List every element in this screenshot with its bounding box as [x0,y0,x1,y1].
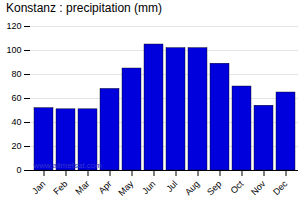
svg-text:Mar: Mar [73,179,91,197]
svg-text:40: 40 [11,117,21,127]
svg-text:Feb: Feb [51,179,69,197]
svg-text:Jun: Jun [140,179,157,196]
svg-text:May: May [116,178,135,197]
svg-text:Dec: Dec [271,178,290,197]
svg-text:Sep: Sep [205,179,223,197]
html-text:Konstanz : precipitation (mm): Konstanz : precipitation (mm) [6,1,163,15]
svg-text:www.allmetsat.com: www.allmetsat.com [33,161,103,170]
svg-text:Apr: Apr [96,179,113,196]
svg-text:Oct: Oct [228,178,245,195]
svg-text:120: 120 [6,21,21,31]
svg-text:20: 20 [11,141,21,151]
svg-text:60: 60 [11,93,21,103]
svg-text:Jan: Jan [30,179,47,196]
svg-text:100: 100 [6,45,21,55]
svg-text:Aug: Aug [183,179,201,197]
svg-text:0: 0 [16,165,21,175]
svg-text:Nov: Nov [249,178,268,197]
svg-text:80: 80 [11,69,21,79]
svg-text:Jul: Jul [164,179,179,194]
